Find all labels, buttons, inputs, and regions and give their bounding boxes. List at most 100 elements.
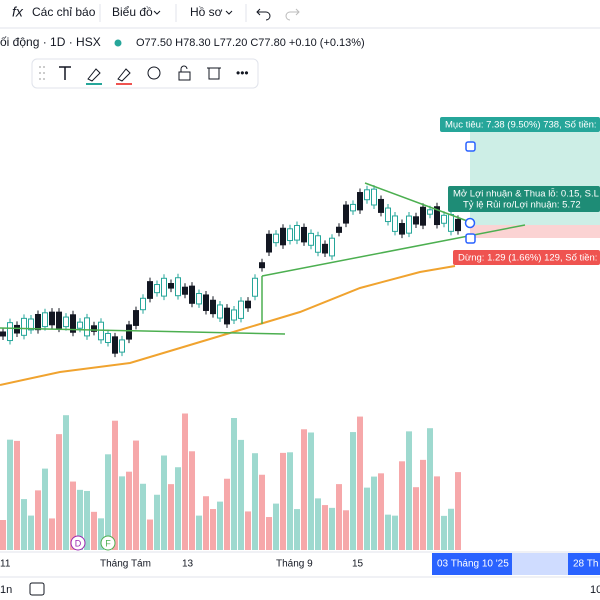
- more[interactable]: •••: [236, 66, 249, 80]
- candle-body: [77, 321, 83, 329]
- event-marker[interactable]: [70, 535, 86, 551]
- status-dot: [114, 39, 122, 47]
- delete[interactable]: [207, 67, 221, 80]
- candle-body: [385, 207, 391, 223]
- pnl-label: Mở Lợi nhuận & Thua lỗ: 0.15, S.L: [453, 189, 599, 200]
- candle-body: [364, 189, 370, 201]
- candle-body: [224, 307, 230, 325]
- chart-button[interactable]: Biểu đồ: [112, 5, 153, 19]
- volume-bar: [21, 499, 27, 550]
- candle-body: [203, 294, 209, 311]
- volume-bar: [273, 503, 279, 550]
- candle-body: [343, 204, 349, 224]
- drawing-toolbar: •••: [31, 58, 259, 89]
- volume-bar: [427, 428, 433, 550]
- current-time: 03 Tháng 10 '25: [437, 559, 509, 570]
- volume-bar: [210, 509, 216, 550]
- interval[interactable]: 1n: [0, 584, 12, 596]
- candle-body: [259, 262, 265, 269]
- candle-body: [413, 216, 419, 225]
- volume-bar: [161, 455, 167, 550]
- volume-bar: [154, 494, 160, 550]
- event-marker[interactable]: [100, 535, 116, 551]
- volume-bar: [448, 508, 454, 550]
- text-tool[interactable]: [59, 66, 71, 80]
- candle-body: [7, 322, 13, 342]
- target-label-box: [440, 117, 600, 132]
- candle-body: [63, 316, 69, 328]
- target-label: Mục tiêu: 7.38 (9.50%) 738, Số tiền:: [445, 120, 597, 131]
- candle-body: [91, 325, 97, 332]
- volume-bar: [252, 453, 258, 550]
- candle-body: [189, 285, 195, 304]
- volume-bar: [441, 515, 447, 550]
- candle-body: [133, 310, 139, 326]
- current-time-box: [432, 553, 512, 575]
- candle-body: [280, 227, 286, 246]
- candle-body: [112, 336, 118, 354]
- fx-icon[interactable]: fx: [12, 4, 24, 20]
- line-tool[interactable]: [117, 68, 131, 82]
- candle-body: [434, 206, 440, 226]
- candle-body: [28, 318, 34, 331]
- candle-body: [371, 188, 377, 206]
- candle-body: [455, 218, 461, 232]
- undo-button[interactable]: [256, 8, 271, 21]
- volume-bar: [357, 416, 363, 550]
- time-label: 13: [182, 559, 194, 570]
- volume-bar: [329, 507, 335, 550]
- candle-body: [182, 286, 188, 295]
- candle-body: [105, 332, 111, 344]
- volume-bar: [343, 510, 349, 550]
- volume-bar: [28, 515, 34, 550]
- volume-bar: [392, 515, 398, 550]
- volume-bar: [196, 515, 202, 550]
- volume-bar: [336, 484, 342, 550]
- date-range-button[interactable]: [29, 582, 45, 596]
- volume-bar: [119, 476, 125, 550]
- volume-bar: [371, 476, 377, 550]
- time-label: Tháng 9: [276, 559, 313, 570]
- time-label: Tháng Tám: [100, 559, 151, 570]
- volume-bar: [301, 429, 307, 550]
- fill-tool[interactable]: [87, 68, 101, 82]
- volume-bar: [287, 452, 293, 550]
- indicators-button[interactable]: Các chỉ báo: [32, 5, 96, 19]
- volume-bar: [14, 440, 20, 550]
- candle-body: [329, 237, 335, 257]
- end-time-box: [568, 553, 600, 575]
- volume-bar: [217, 501, 223, 550]
- stop-zone: [470, 225, 600, 238]
- candle-body: [21, 317, 27, 336]
- candle-body: [70, 314, 76, 333]
- right-label: 10: [590, 584, 600, 596]
- chevron: [225, 10, 233, 15]
- candle-body: [14, 324, 20, 334]
- candle-body: [119, 339, 125, 353]
- drag-handle[interactable]: [39, 66, 45, 80]
- volume-bar: [112, 420, 118, 550]
- lock-shackle: [180, 65, 188, 72]
- volume-bar: [105, 454, 111, 550]
- ohlc: O77.50 H78.30 L77.20 C77.80 +0.10 (+0.13…: [136, 37, 365, 49]
- time-label: 15: [352, 559, 364, 570]
- candle-body: [294, 225, 300, 241]
- trend-line: [261, 224, 526, 277]
- volume-bar: [140, 483, 146, 550]
- redo-button[interactable]: [285, 8, 300, 21]
- volume-bar: [378, 473, 384, 550]
- volume-bar: [385, 514, 391, 550]
- volume-bar: [203, 496, 209, 550]
- volume-bar: [35, 490, 41, 550]
- ratio-label: Tỷ lệ Rủi ro/Lợi nhuận: 5.72: [463, 200, 581, 211]
- pnl-label-box: [448, 186, 600, 212]
- plot: Mục tiêu: 7.38 (9.50%) 738, Số tiền: Mở L…: [0, 117, 600, 570]
- candle-body: [126, 324, 132, 340]
- settings[interactable]: [147, 66, 161, 80]
- candle-body: [315, 235, 321, 253]
- lock[interactable]: [178, 71, 191, 81]
- candle-body: [154, 284, 160, 294]
- profile-button[interactable]: Hồ sơ: [190, 5, 223, 19]
- candle-body: [210, 299, 216, 315]
